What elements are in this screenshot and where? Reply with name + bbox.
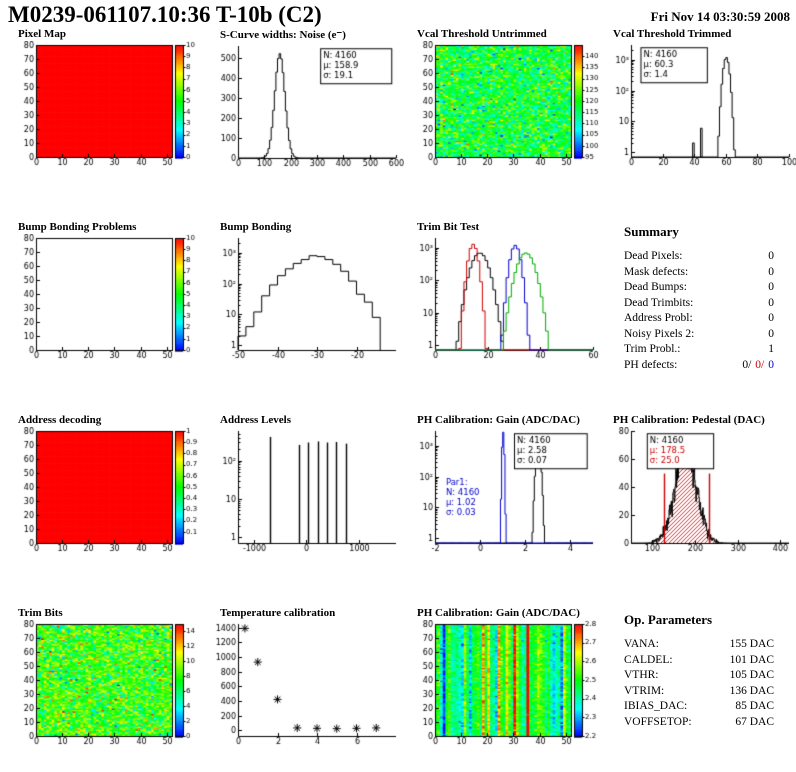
op-parameter-value: 105 DAC bbox=[729, 669, 774, 681]
summary-row: Mask defects: 0 bbox=[624, 265, 774, 281]
plot-temperature-calibration: Temperature calibration bbox=[212, 607, 404, 750]
op-parameter-label: IBIAS_DAC: bbox=[624, 700, 688, 712]
summary-value: 0 bbox=[768, 296, 774, 309]
op-parameter-row: IBIAS_DAC: 85 DAC bbox=[624, 699, 774, 715]
op-parameter-label: VANA: bbox=[624, 638, 659, 650]
plot-title: PH Calibration: Gain (ADC/DAC) bbox=[417, 414, 580, 426]
summary-label: PH defects: bbox=[624, 358, 678, 371]
summary-row: Dead Pixels: 0 bbox=[624, 249, 774, 265]
summary-row: Dead Trimbits: 0 bbox=[624, 296, 774, 312]
plot-title: Bump Bonding bbox=[220, 221, 292, 233]
pixel-map-chart bbox=[10, 41, 202, 171]
op-parameter-value: 85 DAC bbox=[735, 700, 774, 712]
plot-address-levels: Address Levels bbox=[212, 414, 404, 557]
plot-title: Vcal Threshold Untrimmed bbox=[417, 28, 547, 40]
timestamp: Fri Nov 14 03:30:59 2008 bbox=[650, 9, 790, 24]
plot-title: Trim Bit Test bbox=[417, 221, 480, 233]
summary-panel: Summary Dead Pixels: 0 Mask defects: 0 Dea… bbox=[624, 224, 774, 373]
op-parameter-value: 101 DAC bbox=[729, 653, 774, 666]
summary-label: Address Probl: bbox=[624, 312, 693, 324]
op-parameter-row: VTRIM: 136 DAC bbox=[624, 684, 774, 700]
ph-defects-value-blue: 0 bbox=[768, 358, 774, 371]
plot-title: Pixel Map bbox=[18, 28, 66, 40]
op-parameter-value: 155 DAC bbox=[729, 638, 774, 650]
plot-vcal-trimmed: Vcal Threshold Trimmed bbox=[605, 28, 796, 171]
op-parameter-label: CALDEL: bbox=[624, 653, 673, 666]
ph-defects-value-red: 0/ bbox=[755, 358, 765, 371]
plot-title: Address decoding bbox=[18, 414, 102, 426]
summary-title: Summary bbox=[624, 224, 679, 239]
plot-title: Address Levels bbox=[220, 414, 291, 426]
plot-title: PH Calibration: Gain (ADC/DAC) bbox=[417, 607, 580, 619]
op-parameter-value: 67 DAC bbox=[735, 715, 774, 728]
op-parameter-row: VANA: 155 DAC bbox=[624, 637, 774, 653]
scurve-noise-chart bbox=[212, 42, 404, 172]
ph-gain-hist-chart bbox=[409, 427, 601, 557]
summary-row: Trim Probl.: 1 bbox=[624, 342, 774, 358]
plot-bump-bonding-problems: Bump Bonding Problems bbox=[10, 221, 202, 364]
ph-pedestal-chart bbox=[605, 427, 796, 557]
summary-label: Trim Probl.: bbox=[624, 343, 681, 355]
plot-title: Temperature calibration bbox=[220, 607, 336, 619]
summary-row-ph-defects: PH defects: 0/0/0 bbox=[624, 358, 774, 374]
vcal-trimmed-chart bbox=[605, 41, 796, 171]
plot-title: Vcal Threshold Trimmed bbox=[613, 28, 732, 40]
plot-trim-bit-test: Trim Bit Test bbox=[409, 221, 601, 364]
page-title: M0239-061107.10:36 T-10b (C2) bbox=[8, 2, 322, 27]
summary-value: 0 bbox=[768, 312, 774, 324]
ph-defects-values: 0/0/0 bbox=[738, 358, 774, 374]
trim-bit-test-chart bbox=[409, 234, 601, 364]
op-parameter-value: 136 DAC bbox=[729, 684, 774, 697]
summary-label: Dead Trimbits: bbox=[624, 296, 694, 309]
plot-title: S-Curve widths: Noise (e⁻) bbox=[220, 29, 346, 41]
op-parameter-row: VTHR: 105 DAC bbox=[624, 668, 774, 684]
summary-label: Dead Bumps: bbox=[624, 281, 687, 293]
summary-row: Noisy Pixels 2: 0 bbox=[624, 327, 774, 343]
plot-vcal-untrimmed: Vcal Threshold Untrimmed bbox=[409, 28, 601, 171]
trim-bits-chart bbox=[10, 620, 202, 750]
bump-bonding-chart bbox=[212, 234, 404, 364]
plot-ph-gain-hist: PH Calibration: Gain (ADC/DAC) bbox=[409, 414, 601, 557]
summary-label: Noisy Pixels 2: bbox=[624, 327, 695, 340]
op-parameter-label: VOFFSETOP: bbox=[624, 715, 692, 728]
summary-label: Dead Pixels: bbox=[624, 250, 683, 262]
op-parameter-label: VTHR: bbox=[624, 669, 659, 681]
summary-value: 0 bbox=[768, 281, 774, 293]
vcal-untrimmed-chart bbox=[409, 41, 601, 171]
op-parameters-title: Op. Parameters bbox=[624, 612, 713, 627]
summary-label: Mask defects: bbox=[624, 265, 689, 278]
summary-row: Address Probl: 0 bbox=[624, 311, 774, 327]
plot-title: PH Calibration: Pedestal (DAC) bbox=[613, 414, 765, 426]
ph-defects-value-black: 0/ bbox=[742, 358, 752, 371]
address-levels-chart bbox=[212, 427, 404, 557]
address-decoding-chart bbox=[10, 427, 202, 557]
summary-value: 0 bbox=[768, 250, 774, 262]
summary-value: 0 bbox=[768, 265, 774, 278]
plot-pixel-map: Pixel Map bbox=[10, 28, 202, 171]
plot-scurve-noise: S-Curve widths: Noise (e⁻) bbox=[212, 28, 404, 172]
plot-trim-bits: Trim Bits bbox=[10, 607, 202, 750]
plot-ph-pedestal: PH Calibration: Pedestal (DAC) bbox=[605, 414, 796, 557]
op-parameter-label: VTRIM: bbox=[624, 684, 665, 697]
plot-ph-gain-map: PH Calibration: Gain (ADC/DAC) bbox=[409, 607, 601, 750]
op-parameter-row: CALDEL: 101 DAC bbox=[624, 653, 774, 669]
temperature-calibration-chart bbox=[212, 620, 404, 750]
plot-address-decoding: Address decoding bbox=[10, 414, 202, 557]
ph-gain-map-chart bbox=[409, 620, 601, 750]
plot-bump-bonding: Bump Bonding bbox=[212, 221, 404, 364]
plot-title: Bump Bonding Problems bbox=[18, 221, 137, 233]
plot-title: Trim Bits bbox=[18, 607, 63, 619]
summary-value: 1 bbox=[768, 343, 774, 355]
op-parameter-row: VOFFSETOP: 67 DAC bbox=[624, 715, 774, 731]
summary-row: Dead Bumps: 0 bbox=[624, 280, 774, 296]
bump-bonding-problems-chart bbox=[10, 234, 202, 364]
op-parameters-panel: Op. Parameters VANA: 155 DAC CALDEL: 101 D… bbox=[624, 612, 774, 730]
summary-value: 0 bbox=[768, 327, 774, 340]
